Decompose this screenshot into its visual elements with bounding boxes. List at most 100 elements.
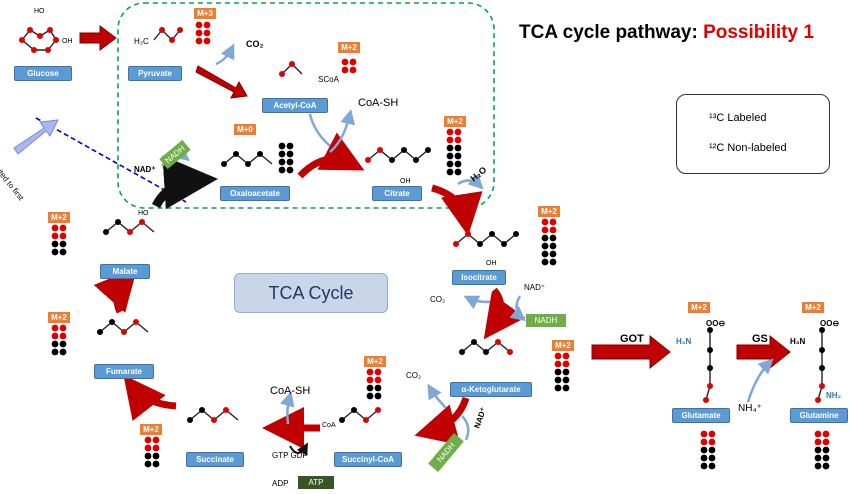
label-dot-glutamate: [700, 446, 708, 454]
label-dot-oxaloacetate: [278, 142, 286, 150]
label-dot-acetyl: [349, 58, 357, 66]
label-dot-akg: [554, 384, 562, 392]
label-dot-glutamine: [814, 438, 822, 446]
oxaloacetate-atom: [257, 151, 263, 157]
label-dot-citrate: [454, 168, 462, 176]
structure-oh-glucose: OH: [62, 38, 73, 45]
arrow-nad-2: [509, 295, 526, 322]
label-dot-isocitrate: [549, 218, 557, 226]
pyruvate-atom: [159, 27, 165, 33]
succinyl-coa-skeleton: [341, 409, 379, 421]
arrow-glucose-pyruvate: [79, 25, 117, 51]
cofactor-atp: ATP: [298, 476, 334, 489]
cofactor-nh4: NH₄⁺: [738, 403, 762, 414]
isocitrate-atom: [465, 231, 471, 237]
limited-arrow: [13, 119, 59, 155]
label-dot-akg: [554, 352, 562, 360]
label-dot-citrate: [446, 160, 454, 168]
fumarate-atom: [133, 319, 139, 325]
mass-badge-pyruvate: M+3: [194, 8, 216, 19]
label-dot-malate: [59, 224, 67, 232]
mass-badge-isocitrate: M+2: [538, 206, 560, 217]
label-dot-succinate: [144, 436, 152, 444]
label-dot-glutamine: [814, 430, 822, 438]
mass-badge-oxaloacetate: M+0: [234, 124, 256, 135]
label-dot-glutamate: [700, 462, 708, 470]
mass-badge-malate: M+2: [48, 212, 70, 223]
label-dot-succinylcoa: [366, 376, 374, 384]
glutamate-atom: [707, 327, 713, 333]
citrate-atom: [365, 157, 371, 163]
label-dot-pyruvate: [195, 37, 203, 45]
arrow-co2-out-2: [463, 295, 491, 310]
cofactor-adp: ADP: [272, 479, 289, 488]
cofactor-coa-sh-1: CoA-SH: [358, 97, 399, 109]
enzyme-gs: GS: [752, 333, 768, 345]
label-dot-glutamine: [822, 438, 830, 446]
label-dot-pyruvate: [195, 29, 203, 37]
citrate-atom: [413, 157, 419, 163]
label-dot-citrate: [454, 144, 462, 152]
malate-atom: [103, 229, 109, 235]
label-dot-pyruvate: [203, 29, 211, 37]
label-dot-isocitrate: [541, 250, 549, 258]
glucose-atom: [45, 47, 51, 53]
glutamate-atom: [703, 397, 709, 403]
metabolite-label-glutamine: Glutamine: [790, 408, 848, 423]
label-dot-citrate: [454, 152, 462, 160]
arrow-citrate-isocitrate: [430, 184, 483, 236]
acetyl-coa-atom: [279, 71, 285, 77]
citrate-atom: [425, 147, 431, 153]
label-dot-glutamine: [822, 446, 830, 454]
label-dot-glutamate: [708, 438, 716, 446]
label-dot-succinate: [152, 452, 160, 460]
label-dot-pyruvate: [195, 21, 203, 29]
label-dot-fumarate: [51, 340, 59, 348]
label-dot-pyruvate: [203, 37, 211, 45]
pyruvate-atom: [169, 37, 175, 43]
label-dot-acetyl: [341, 58, 349, 66]
structure-ooo-glutamine: OO⊖: [820, 319, 840, 328]
label-dot-glutamine: [822, 430, 830, 438]
label-dot-oxaloacetate: [286, 150, 294, 158]
mass-badge-succinyl-coa: M+2: [364, 356, 386, 367]
label-dot-glutamine: [814, 462, 822, 470]
akg-atom: [495, 339, 501, 345]
succinyl-coa-atom: [351, 407, 357, 413]
glucose-atom: [27, 27, 33, 33]
succinyl-coa-atom: [375, 407, 381, 413]
label-dot-succinylcoa: [374, 384, 382, 392]
glucose-skeleton: [21, 29, 57, 51]
arrow-co2-out-3: [427, 383, 447, 409]
succinate-atom: [211, 417, 217, 423]
legend-box: ¹³C Labeled ¹²C Non-labeled: [676, 94, 830, 174]
isocitrate-skeleton: [455, 233, 517, 245]
label-dot-isocitrate: [549, 242, 557, 250]
metabolite-label-pyruvate: Pyruvate: [128, 66, 182, 81]
fumarate-atom: [109, 319, 115, 325]
structure-ho-glucose: HO: [34, 8, 45, 15]
label-dot-fumarate: [59, 324, 67, 332]
structure-coa-succinyl: CoA: [322, 422, 336, 429]
glutamine-skeleton: [817, 330, 823, 401]
mass-badge-akg: M+2: [552, 340, 574, 351]
isocitrate-atom: [477, 241, 483, 247]
cofactor-gtp-gdp: GTP GDP: [272, 451, 308, 460]
glucose-atom: [37, 33, 43, 39]
metabolite-label-glutamate: Glutamate: [672, 408, 730, 423]
glucose-atom: [31, 47, 37, 53]
label-dot-glutamine: [822, 462, 830, 470]
structure-nh2-glutamine: NH₂: [826, 391, 842, 400]
label-dot-isocitrate: [541, 234, 549, 242]
label-dot-malate: [51, 224, 59, 232]
label-dot-succinylcoa: [374, 368, 382, 376]
glutamine-atom: [819, 327, 825, 333]
oxaloacetate-atom: [221, 161, 227, 167]
metabolite-label-glucose: Glucose: [14, 66, 72, 81]
label-dot-pyruvate: [203, 21, 211, 29]
metabolite-label-isocitrate: Isocitrate: [452, 270, 506, 285]
cofactor-co2-2: CO₂: [430, 295, 446, 304]
arrow-fumarate-malate: [93, 267, 138, 314]
label-dot-oxaloacetate: [278, 158, 286, 166]
akg-atom: [483, 349, 489, 355]
